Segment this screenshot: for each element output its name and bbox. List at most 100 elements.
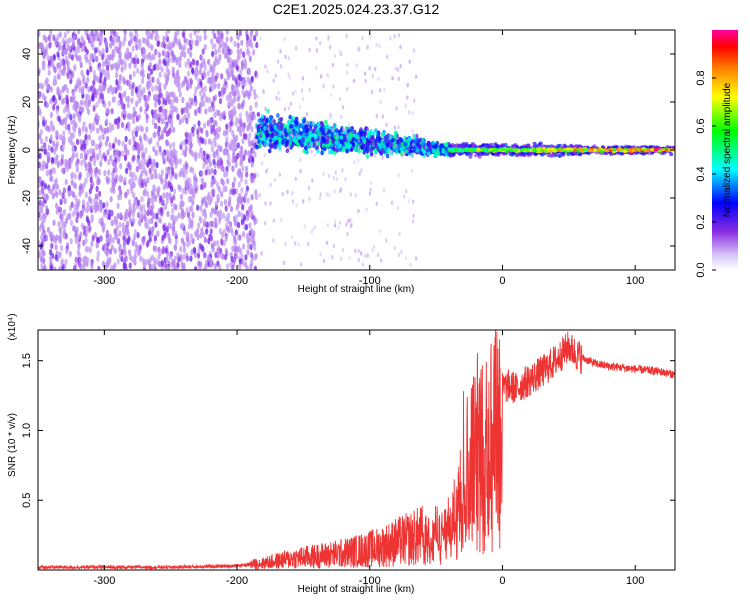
heatmap-cell: [82, 199, 86, 206]
heatmap-cell: [216, 249, 220, 256]
heatmap-cell: [158, 63, 162, 71]
heatmap-cell: [73, 182, 78, 190]
heatmap-cell: [244, 261, 248, 268]
heatmap-cell: [165, 50, 169, 57]
heatmap-cell: [197, 247, 201, 255]
heatmap-cell: [242, 231, 246, 238]
heatmap-cell: [157, 98, 161, 106]
heatmap-cell: [208, 195, 212, 202]
heatmap-cell: [250, 140, 254, 147]
heatmap-cell: [245, 232, 249, 240]
heatmap-cell: [121, 76, 126, 83]
heatmap-cell: [239, 130, 243, 137]
heatmap-cell: [56, 51, 60, 58]
heatmap-cell: [54, 243, 58, 251]
heatmap-cell: [167, 193, 171, 201]
heatmap-cell: [115, 148, 119, 156]
heatmap-cell: [95, 185, 99, 193]
heatmap-cell: [75, 54, 79, 61]
heatmap-cell: [162, 42, 166, 49]
heatmap-cell: [136, 67, 140, 74]
heatmap-cell: [381, 114, 384, 119]
heatmap-cell: [162, 192, 166, 199]
heatmap-cell: [253, 93, 257, 100]
heatmap-cell: [231, 84, 235, 91]
heatmap-cell: [413, 98, 416, 103]
heatmap-cell: [56, 62, 60, 69]
heatmap-cell: [248, 222, 252, 229]
heatmap-cell: [231, 264, 235, 270]
heatmap-cell: [218, 90, 222, 98]
heatmap-cell: [61, 191, 65, 198]
heatmap-cell: [47, 152, 51, 159]
heatmap-cell: [209, 77, 213, 84]
heatmap-cell: [408, 110, 411, 115]
heatmap-cell: [103, 70, 107, 77]
heatmap-cell: [110, 108, 114, 115]
heatmap-cell: [128, 62, 132, 69]
heatmap-cell: [150, 44, 154, 51]
heatmap-cell: [226, 177, 230, 185]
heatmap-cell: [414, 256, 418, 261]
heatmap-cell: [50, 242, 54, 249]
heatmap-cell: [107, 159, 111, 166]
heatmap-cell: [202, 91, 206, 99]
heatmap-cell: [334, 170, 337, 175]
heatmap-cell: [232, 105, 236, 112]
heatmap-cell: [225, 150, 229, 157]
heatmap-cell: [213, 177, 217, 185]
heatmap-cell: [139, 70, 143, 77]
heatmap-cell: [138, 135, 142, 142]
heatmap-cell: [107, 169, 111, 176]
heatmap-cell: [319, 252, 322, 257]
heatmap-cell: [53, 266, 57, 270]
heatmap-cell: [305, 149, 309, 155]
heatmap-cell: [38, 109, 41, 116]
heatmap-cell: [61, 144, 65, 151]
heatmap-cell: [414, 74, 418, 79]
heatmap-cell: [335, 147, 339, 153]
heatmap-cell: [89, 155, 93, 162]
heatmap-cell: [44, 36, 48, 43]
heatmap-cell: [250, 114, 254, 122]
heatmap-cell: [58, 189, 62, 196]
heatmap-cell: [205, 153, 209, 160]
heatmap-cell: [53, 179, 58, 186]
heatmap-cell: [161, 151, 165, 158]
heatmap-cell: [93, 159, 97, 167]
heatmap-cell: [246, 249, 250, 256]
heatmap-cell: [181, 222, 185, 229]
heatmap-cell: [54, 37, 58, 45]
heatmap-cell: [217, 126, 221, 133]
heatmap-cell: [80, 159, 84, 167]
heatmap-cell: [269, 144, 274, 150]
heatmap-cell: [238, 234, 242, 241]
heatmap-cell: [375, 201, 378, 206]
heatmap-cell: [40, 138, 44, 145]
heatmap-cell: [91, 86, 95, 93]
heatmap-cell: [231, 74, 235, 81]
heatmap-cell: [82, 181, 87, 188]
heatmap-cell: [231, 181, 235, 189]
heatmap-cell: [264, 201, 267, 206]
heatmap-cell: [279, 64, 283, 69]
heatmap-cell: [244, 133, 248, 140]
heatmap-cell: [198, 215, 202, 223]
heatmap-cell: [88, 225, 92, 232]
heatmap-cell: [91, 30, 95, 35]
heatmap-cell: [210, 101, 215, 108]
heatmap-cell: [108, 233, 112, 241]
heatmap-cell: [203, 208, 207, 216]
heatmap-cell: [308, 134, 312, 139]
heatmap-cell: [46, 226, 51, 234]
heatmap-cell: [163, 72, 167, 79]
heatmap-cell: [256, 73, 259, 78]
heatmap-cell: [237, 53, 241, 60]
heatmap-cell: [77, 243, 81, 250]
heatmap-cell: [80, 69, 84, 77]
heatmap-cell: [236, 196, 240, 203]
heatmap-cell: [205, 202, 209, 209]
heatmap-cell: [38, 211, 41, 218]
heatmap-cell: [95, 101, 99, 109]
heatmap-cell: [215, 149, 219, 156]
